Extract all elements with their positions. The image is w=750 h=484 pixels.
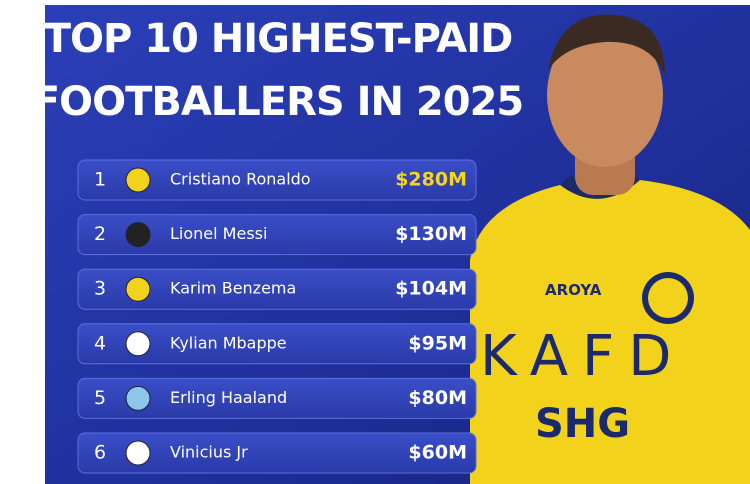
jersey-sponsor: AROYA <box>545 281 602 299</box>
rank: 3 <box>94 278 106 300</box>
row-background <box>77 159 477 201</box>
salary: $95M <box>408 332 467 354</box>
row-background <box>77 432 477 474</box>
rank: 5 <box>94 387 106 409</box>
salary: $280M <box>395 169 467 191</box>
salary: $60M <box>408 442 467 464</box>
player-name: Karim Benzema <box>170 279 296 298</box>
club-badge <box>125 167 151 193</box>
player-name: Lionel Messi <box>170 224 267 243</box>
club-badge <box>125 440 151 466</box>
row-background <box>77 268 477 310</box>
salary: $104M <box>395 278 467 300</box>
salary: $80M <box>408 387 467 409</box>
player-photo <box>470 14 750 484</box>
player-name: Cristiano Ronaldo <box>170 170 311 189</box>
row-background <box>77 323 477 365</box>
club-badge <box>125 276 151 302</box>
player-name: Vinicius Jr <box>170 443 248 462</box>
club-badge <box>125 331 151 357</box>
rank: 2 <box>94 223 106 245</box>
club-badge <box>125 385 151 411</box>
ranking-list: 1 Cristiano Ronaldo $280M 2 Lionel Messi $130… <box>77 159 477 474</box>
row-background <box>77 377 477 419</box>
title-line: TOP 10 HIGHEST-PAID <box>44 16 513 62</box>
rank: 4 <box>94 332 106 354</box>
player-name: Kylian Mbappe <box>170 333 287 352</box>
jersey-sponsor: SHG <box>535 401 630 447</box>
player-name: Erling Haaland <box>170 388 287 407</box>
club-badge <box>125 222 151 248</box>
jersey-sponsor: KAFD <box>480 324 685 389</box>
salary: $130M <box>395 223 467 245</box>
row-background <box>77 214 477 256</box>
rank: 1 <box>94 169 106 191</box>
rank: 6 <box>94 442 106 464</box>
title-line: FOOTBALLERS IN 2025 <box>33 79 524 125</box>
